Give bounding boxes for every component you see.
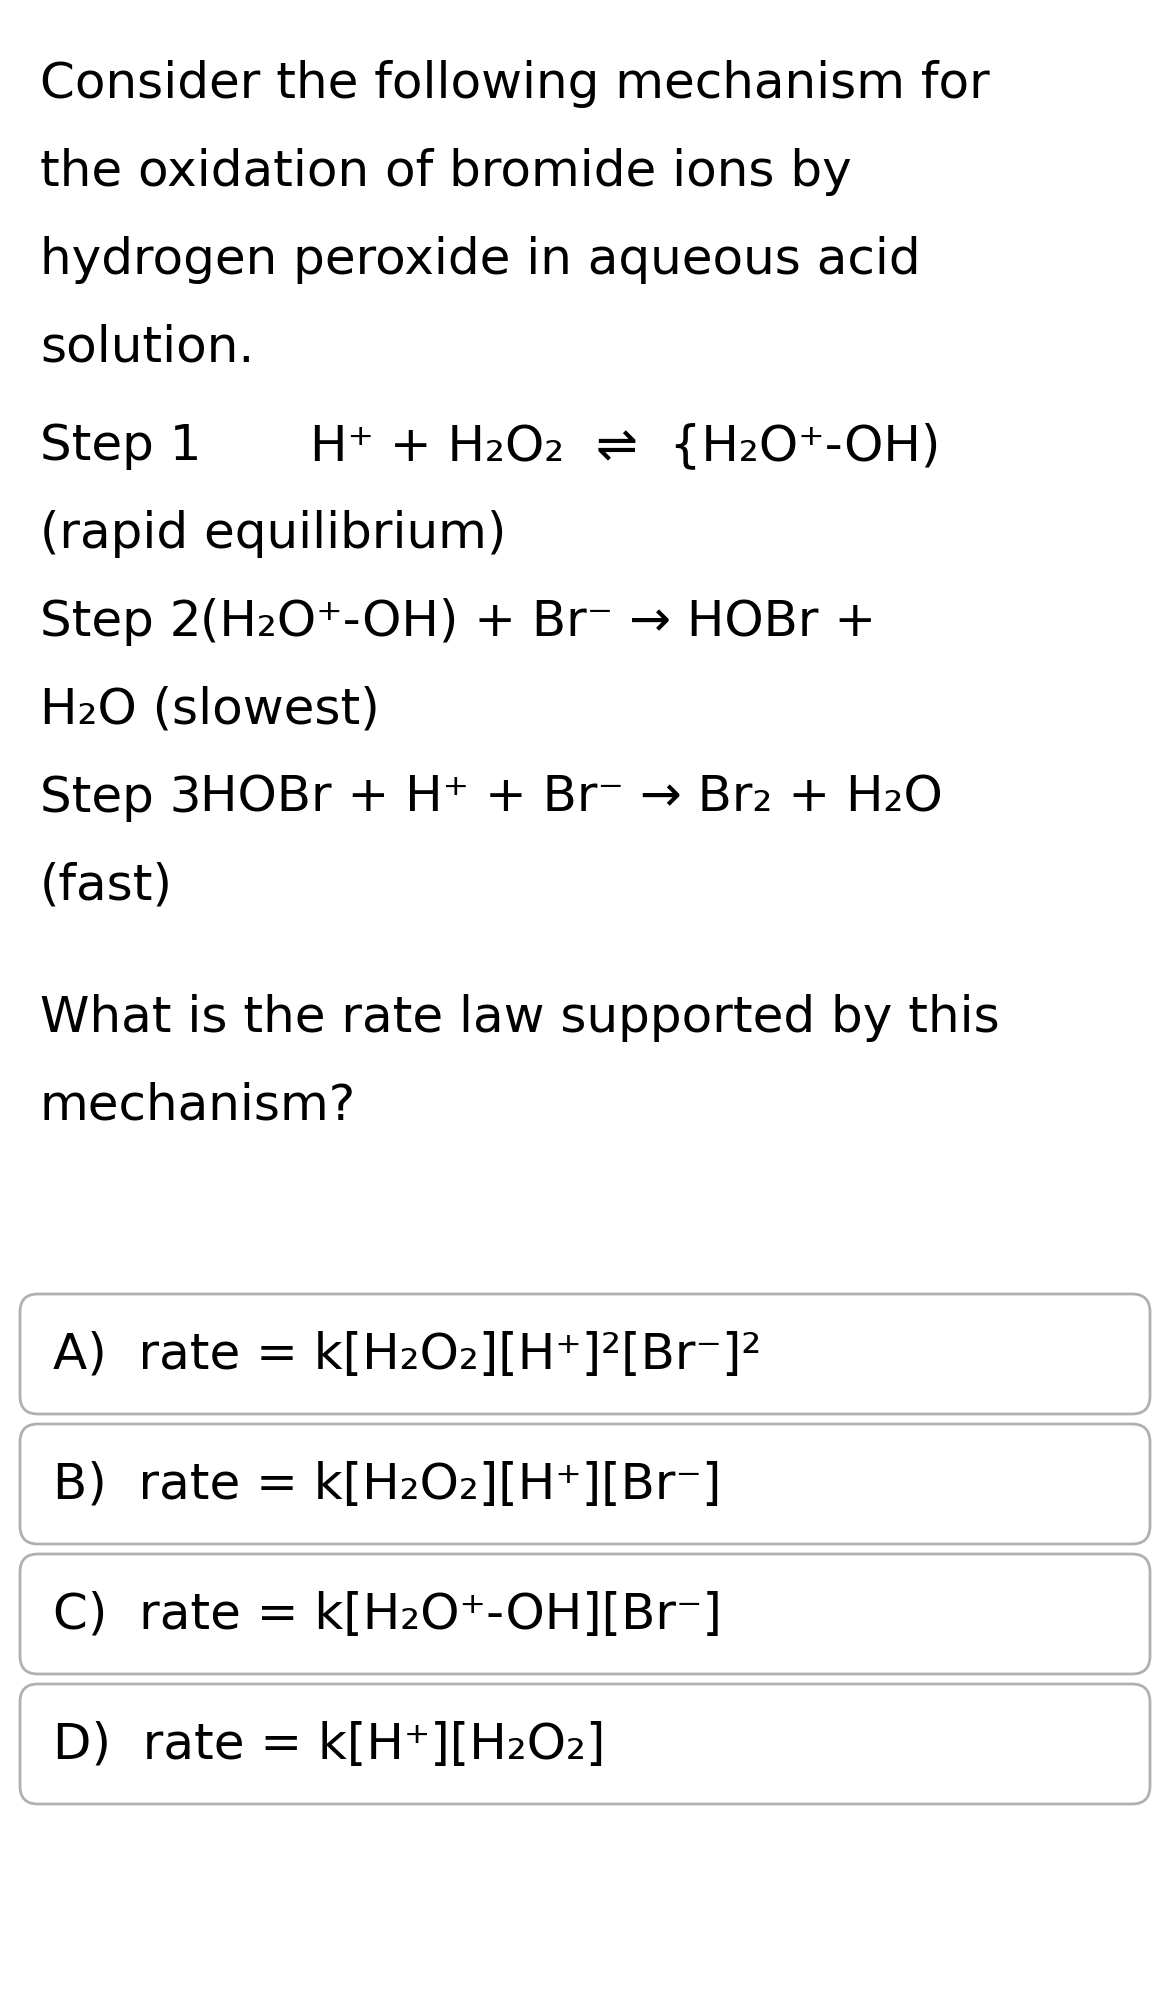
FancyBboxPatch shape: [20, 1554, 1150, 1674]
FancyBboxPatch shape: [20, 1684, 1150, 1805]
Text: Consider the following mechanism for: Consider the following mechanism for: [40, 60, 990, 108]
Text: (H₂O⁺-OH) + Br⁻ → HOBr +: (H₂O⁺-OH) + Br⁻ → HOBr +: [200, 597, 876, 646]
Text: HOBr + H⁺ + Br⁻ → Br₂ + H₂O: HOBr + H⁺ + Br⁻ → Br₂ + H₂O: [200, 774, 943, 822]
Text: H₂O (slowest): H₂O (slowest): [40, 686, 380, 734]
Text: H⁺ + H₂O₂  ⇌  {H₂O⁺-OH): H⁺ + H₂O₂ ⇌ {H₂O⁺-OH): [310, 421, 941, 469]
Text: What is the rate law supported by this: What is the rate law supported by this: [40, 994, 999, 1041]
Text: D)  rate = k[H⁺][H₂O₂]: D) rate = k[H⁺][H₂O₂]: [53, 1720, 605, 1768]
Text: (rapid equilibrium): (rapid equilibrium): [40, 509, 507, 557]
Text: Step 1: Step 1: [40, 421, 201, 469]
FancyBboxPatch shape: [20, 1424, 1150, 1544]
Text: the oxidation of bromide ions by: the oxidation of bromide ions by: [40, 148, 852, 196]
Text: solution.: solution.: [40, 325, 254, 371]
FancyBboxPatch shape: [20, 1295, 1150, 1414]
Text: (fast): (fast): [40, 862, 173, 910]
Text: hydrogen peroxide in aqueous acid: hydrogen peroxide in aqueous acid: [40, 237, 921, 285]
Text: C)  rate = k[H₂O⁺-OH][Br⁻]: C) rate = k[H₂O⁺-OH][Br⁻]: [53, 1590, 722, 1638]
Text: A)  rate = k[H₂O₂][H⁺]²[Br⁻]²: A) rate = k[H₂O₂][H⁺]²[Br⁻]²: [53, 1331, 762, 1377]
Text: Step 3: Step 3: [40, 774, 201, 822]
Text: Step 2: Step 2: [40, 597, 201, 646]
Text: mechanism?: mechanism?: [40, 1081, 356, 1129]
Text: B)  rate = k[H₂O₂][H⁺][Br⁻]: B) rate = k[H₂O₂][H⁺][Br⁻]: [53, 1460, 722, 1508]
